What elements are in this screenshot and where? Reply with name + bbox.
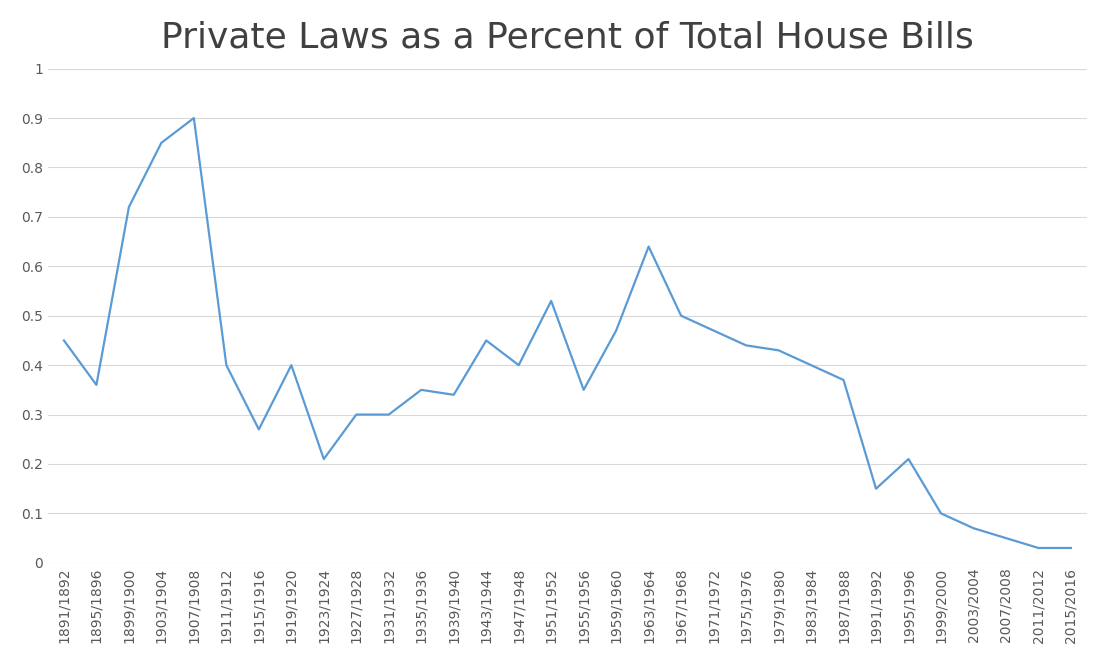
Title: Private Laws as a Percent of Total House Bills: Private Laws as a Percent of Total House… <box>161 21 974 55</box>
